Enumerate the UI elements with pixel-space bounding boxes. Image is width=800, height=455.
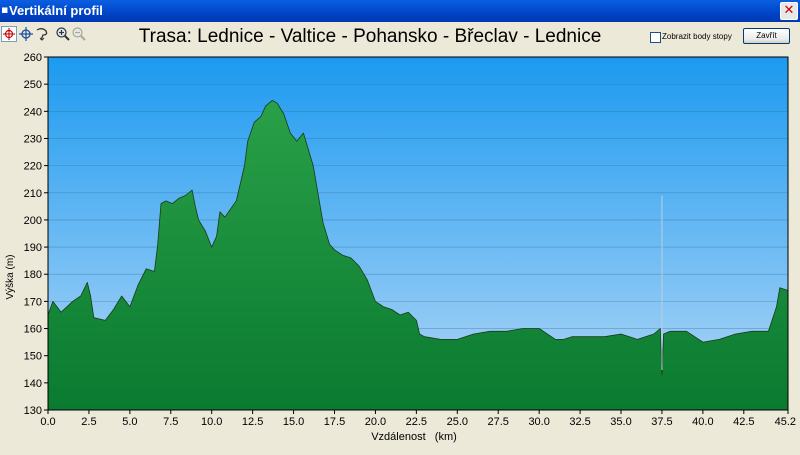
- x-tick-label: 35.0: [610, 416, 631, 428]
- y-tick-label: 250: [24, 79, 42, 91]
- show-points-checkbox[interactable]: [650, 32, 661, 43]
- elevation-area: [47, 100, 789, 411]
- y-tick-label: 200: [24, 215, 42, 227]
- elevation-series: [47, 100, 789, 411]
- y-tick-label: 210: [24, 188, 42, 200]
- y-tick-label: 150: [24, 351, 42, 363]
- x-tick-label: 37.5: [651, 416, 672, 428]
- x-tick-label: 0.0: [40, 416, 55, 428]
- y-tick-label: 240: [24, 106, 42, 118]
- y-axis-ticks: 130 140 150 160 170 180 190 200 210 220 230 240 250 2…: [24, 52, 48, 417]
- x-tick-label: 27.5: [488, 416, 509, 428]
- elevation-chart: 130 140 150 160 170 180 190 200 210 220 230 240 250 2…: [5, 52, 796, 443]
- plot-frame: [47, 56, 789, 411]
- chart-title: Trasa: Lednice - Valtice - Pohansko - Bř…: [138, 26, 602, 47]
- x-tick-label: 25.0: [447, 416, 468, 428]
- x-tick-label: 10.0: [201, 416, 222, 428]
- x-tick-label: 45.2: [775, 416, 796, 428]
- x-tick-label: 30.0: [528, 416, 549, 428]
- plot-border: [47, 56, 789, 411]
- lasso-icon[interactable]: [34, 26, 50, 42]
- y-tick-label: 160: [24, 324, 42, 336]
- select-crosshair-icon[interactable]: [1, 26, 17, 42]
- x-tick-label: 17.5: [324, 416, 345, 428]
- y-tick-label: 230: [24, 133, 42, 145]
- x-tick-label: 12.5: [242, 416, 263, 428]
- window-titlebar[interactable]: ▪ Vertikální profil ✕: [0, 0, 800, 22]
- window-title: Vertikální profil: [9, 3, 103, 18]
- zoom-in-icon[interactable]: [55, 26, 71, 42]
- y-axis-label: Výška (m): [5, 255, 16, 300]
- y-tick-label: 170: [24, 296, 42, 308]
- zoom-out-icon[interactable]: [71, 26, 87, 42]
- x-axis-ticks: 0.0 2.5 5.0 7.5 10.0 12.5 15.0 17.5 20.0 22.5 25.0…: [40, 410, 796, 428]
- app-icon: ▪: [1, 3, 9, 16]
- close-button[interactable]: Zavřít: [743, 28, 790, 44]
- x-tick-label: 7.5: [163, 416, 178, 428]
- y-tick-label: 220: [24, 161, 42, 173]
- y-tick-label: 180: [24, 269, 42, 281]
- show-points-label: Zobrazit body stopy: [662, 32, 732, 41]
- pan-crosshair-icon[interactable]: [18, 26, 34, 42]
- y-tick-label: 190: [24, 242, 42, 254]
- x-tick-label: 5.0: [122, 416, 137, 428]
- x-tick-label: 22.5: [406, 416, 427, 428]
- toolbar: [0, 22, 800, 47]
- x-tick-label: 2.5: [81, 416, 96, 428]
- x-axis-label: Vzdálenost (km): [371, 431, 457, 443]
- x-tick-label: 15.0: [283, 416, 304, 428]
- y-tick-label: 140: [24, 378, 42, 390]
- window-close-button[interactable]: ✕: [780, 2, 798, 20]
- x-tick-label: 20.0: [365, 416, 386, 428]
- x-tick-label: 42.5: [733, 416, 754, 428]
- x-tick-label: 40.0: [692, 416, 713, 428]
- y-tick-label: 260: [24, 52, 42, 64]
- x-tick-label: 32.5: [569, 416, 590, 428]
- y-tick-label: 130: [24, 405, 42, 417]
